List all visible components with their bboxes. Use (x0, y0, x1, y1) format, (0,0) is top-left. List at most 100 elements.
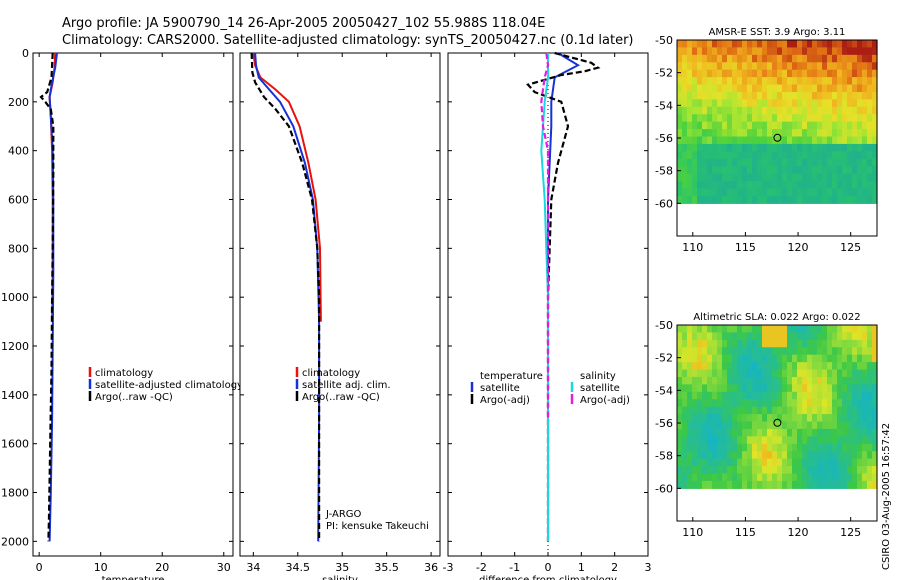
heatmap-cell (857, 473, 863, 482)
heatmap-cell (857, 114, 863, 123)
heatmap-cell (717, 99, 723, 108)
heatmap-cell (767, 173, 773, 182)
heatmap-cell (847, 466, 853, 475)
heatmap-cell (697, 143, 703, 152)
heatmap-cell (792, 91, 798, 100)
heatmap-cell (832, 391, 838, 400)
heatmap-cell (782, 428, 788, 437)
heatmap-cell (762, 369, 768, 378)
heatmap-cell (847, 399, 853, 408)
heatmap-cell (817, 376, 823, 385)
heatmap-cell (747, 458, 753, 467)
heatmap-cell (732, 84, 738, 93)
heatmap-cell (747, 166, 753, 175)
y-tick-label: -54 (655, 99, 673, 112)
heatmap-cell (792, 376, 798, 385)
heatmap-cell (697, 406, 703, 415)
heatmap-cell (752, 54, 758, 63)
heatmap-cell (732, 443, 738, 452)
heatmap-cell (707, 91, 713, 100)
heatmap-cell (862, 77, 868, 86)
heatmap-cell (737, 136, 743, 145)
heatmap-cell (857, 347, 863, 356)
heatmap-cell (867, 151, 873, 160)
heatmap-cell (872, 384, 878, 393)
heatmap-cell (722, 40, 728, 49)
plot-frame-temp (32, 52, 234, 557)
heatmap-cell (822, 369, 828, 378)
heatmap-cell (737, 414, 743, 423)
heatmap-cell (847, 91, 853, 100)
heatmap-cell (822, 458, 828, 467)
heatmap-cell (842, 47, 848, 56)
heatmap-cell (832, 369, 838, 378)
heatmap-cell (702, 354, 708, 363)
heatmap-cell (732, 391, 738, 400)
heatmap-cell (712, 195, 718, 204)
header-line2: Climatology: CARS2000. Satellite-adjuste… (62, 33, 634, 48)
heatmap-cell (687, 143, 693, 152)
heatmap-cell (737, 451, 743, 460)
heatmap-cell (722, 151, 728, 160)
heatmap-cell (772, 406, 778, 415)
heatmap-cell (717, 69, 723, 78)
heatmap-cell (827, 384, 833, 393)
heatmap-cell (832, 332, 838, 341)
heatmap-cell (692, 40, 698, 49)
heatmap-cell (797, 325, 803, 334)
heatmap-cell (737, 158, 743, 167)
heatmap-cell (867, 54, 873, 63)
heatmap-cell (812, 151, 818, 160)
heatmap-cell (692, 69, 698, 78)
heatmap-cell (847, 47, 853, 56)
heatmap-cell (872, 473, 878, 482)
heatmap-cell (822, 47, 828, 56)
heatmap-cell (677, 54, 683, 63)
heatmap-cell (807, 195, 813, 204)
heatmap-cell (722, 62, 728, 71)
heatmap-cell (852, 332, 858, 341)
heatmap-cell (847, 99, 853, 108)
heatmap-cell (697, 173, 703, 182)
heatmap-cell (712, 466, 718, 475)
heatmap-cell (812, 480, 818, 489)
series-line (250, 52, 321, 542)
heatmap-cell (682, 195, 688, 204)
heatmap-cell (812, 136, 818, 145)
heatmap-cell (777, 406, 783, 415)
y-tick-label: 2000 (1, 535, 29, 548)
heatmap-cell (817, 99, 823, 108)
heatmap-cell (737, 77, 743, 86)
heatmap-cell (837, 369, 843, 378)
heatmap-cell (707, 143, 713, 152)
x-tick-label: 120 (788, 241, 809, 254)
heatmap-cell (792, 451, 798, 460)
heatmap-cell (787, 91, 793, 100)
heatmap-cell (742, 195, 748, 204)
heatmap-cell (772, 173, 778, 182)
heatmap-cell (697, 181, 703, 190)
heatmap-cell (692, 158, 698, 167)
heatmap-cell (752, 62, 758, 71)
heatmap-cell (807, 129, 813, 138)
heatmap-cell (822, 62, 828, 71)
heatmap-cell (722, 91, 728, 100)
heatmap-cell (677, 99, 683, 108)
heatmap-cell (697, 136, 703, 145)
heatmap-cell (712, 106, 718, 115)
heatmap-cell (817, 129, 823, 138)
heatmap-cell (777, 399, 783, 408)
heatmap-cell (817, 466, 823, 475)
heatmap-cell (697, 391, 703, 400)
heatmap-cell (817, 473, 823, 482)
heatmap-cell (707, 376, 713, 385)
heatmap-cell (742, 428, 748, 437)
heatmap-cell (822, 436, 828, 445)
heatmap-cell (872, 339, 878, 348)
heatmap-cell (787, 458, 793, 467)
heatmap-cell (767, 325, 773, 334)
heatmap-cell (702, 77, 708, 86)
heatmap-cell (797, 451, 803, 460)
heatmap-cell (842, 62, 848, 71)
heatmap-cell (857, 376, 863, 385)
